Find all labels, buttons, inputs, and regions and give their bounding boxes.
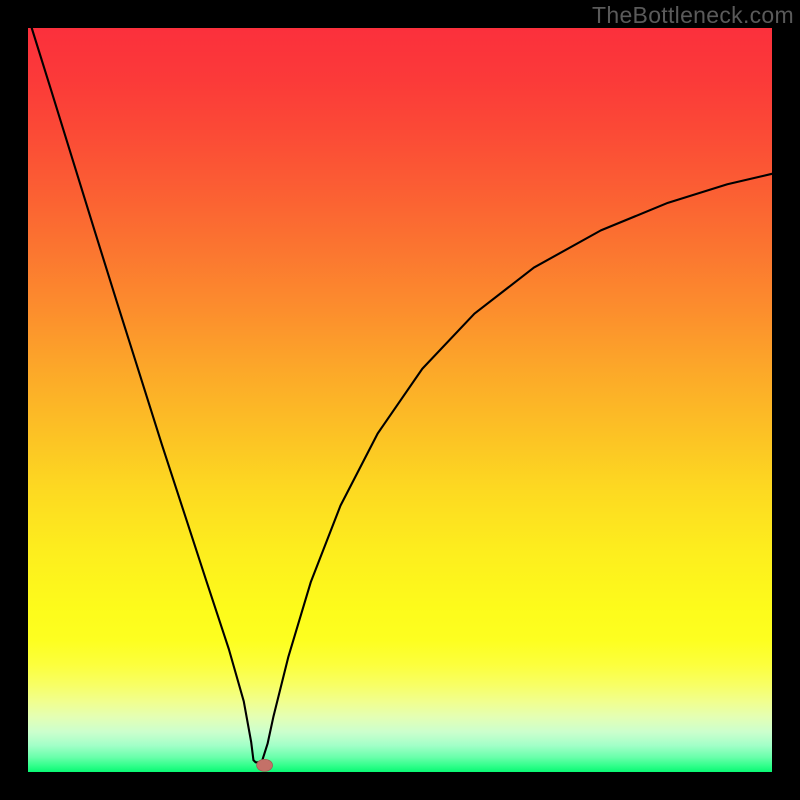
optimal-point-marker — [257, 759, 273, 771]
bottleneck-curve-chart — [0, 0, 800, 800]
watermark-label: TheBottleneck.com — [592, 2, 794, 29]
chart-container: TheBottleneck.com — [0, 0, 800, 800]
